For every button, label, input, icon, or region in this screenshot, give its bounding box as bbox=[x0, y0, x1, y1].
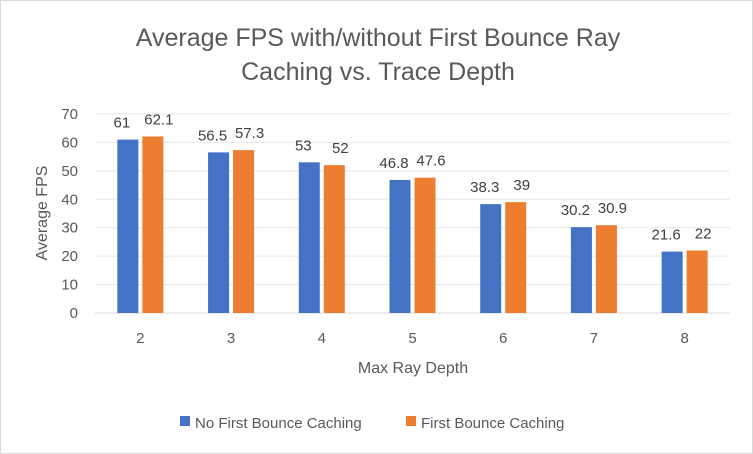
bar-series bbox=[117, 136, 708, 313]
chart-title-line-1: Average FPS with/without First Bounce Ra… bbox=[136, 24, 621, 52]
gridlines bbox=[95, 113, 730, 314]
data-label: 30.2 bbox=[561, 202, 590, 219]
data-label: 30.9 bbox=[598, 200, 627, 217]
x-tick-label: 7 bbox=[590, 330, 598, 347]
data-label: 38.3 bbox=[470, 179, 499, 196]
bar bbox=[505, 202, 527, 313]
y-tick-label: 0 bbox=[70, 305, 78, 322]
bar bbox=[117, 139, 139, 313]
bar bbox=[686, 250, 708, 313]
bar bbox=[570, 227, 592, 313]
data-label: 46.8 bbox=[379, 155, 408, 172]
data-label: 52 bbox=[332, 140, 349, 157]
data-label: 56.5 bbox=[198, 127, 227, 144]
y-tick-label: 50 bbox=[61, 163, 78, 180]
y-axis-ticks: 0 10 20 30 40 50 60 70 bbox=[61, 106, 78, 322]
chart-title: Average FPS with/without First Bounce Ra… bbox=[136, 24, 621, 86]
legend-swatch bbox=[406, 416, 416, 426]
x-tick-label: 6 bbox=[499, 330, 507, 347]
y-tick-label: 20 bbox=[61, 248, 78, 265]
data-label: 62.1 bbox=[144, 111, 173, 128]
bar bbox=[480, 204, 502, 313]
data-label: 61 bbox=[114, 115, 131, 132]
data-labels: 61 62.1 56.5 57.3 53 52 46.8 47.6 38.3 39 30.2 30.9… bbox=[114, 111, 712, 243]
data-label: 57.3 bbox=[235, 125, 264, 142]
x-tick-label: 4 bbox=[318, 330, 326, 347]
x-tick-label: 8 bbox=[680, 330, 688, 347]
y-tick-label: 30 bbox=[61, 220, 78, 237]
bar bbox=[595, 225, 617, 313]
legend-label: No First Bounce Caching bbox=[195, 415, 362, 432]
y-tick-label: 10 bbox=[61, 277, 78, 294]
data-label: 39 bbox=[513, 177, 530, 194]
y-tick-label: 70 bbox=[61, 106, 78, 123]
bar bbox=[414, 177, 436, 313]
bar bbox=[389, 179, 411, 313]
x-axis-ticks: 2 3 4 5 6 7 8 bbox=[136, 330, 689, 347]
bar bbox=[661, 251, 683, 313]
x-tick-label: 5 bbox=[408, 330, 416, 347]
legend-swatch bbox=[180, 416, 190, 426]
y-axis-title: Average FPS bbox=[34, 166, 51, 261]
bar bbox=[323, 165, 345, 313]
y-tick-label: 60 bbox=[61, 134, 78, 151]
legend: No First Bounce Caching First Bounce Cach… bbox=[180, 415, 564, 432]
data-label: 22 bbox=[695, 225, 712, 242]
bar bbox=[208, 152, 230, 313]
x-axis-title: Max Ray Depth bbox=[358, 360, 468, 377]
legend-label: First Bounce Caching bbox=[421, 415, 564, 432]
x-tick-label: 2 bbox=[136, 330, 144, 347]
data-label: 21.6 bbox=[652, 227, 681, 244]
bar bbox=[298, 162, 320, 313]
bar bbox=[233, 150, 255, 313]
data-label: 53 bbox=[295, 137, 312, 154]
x-tick-label: 3 bbox=[227, 330, 235, 347]
chart-title-line-2: Caching vs. Trace Depth bbox=[241, 58, 515, 86]
bar bbox=[142, 136, 164, 313]
data-label: 47.6 bbox=[416, 153, 445, 170]
y-tick-label: 40 bbox=[61, 191, 78, 208]
